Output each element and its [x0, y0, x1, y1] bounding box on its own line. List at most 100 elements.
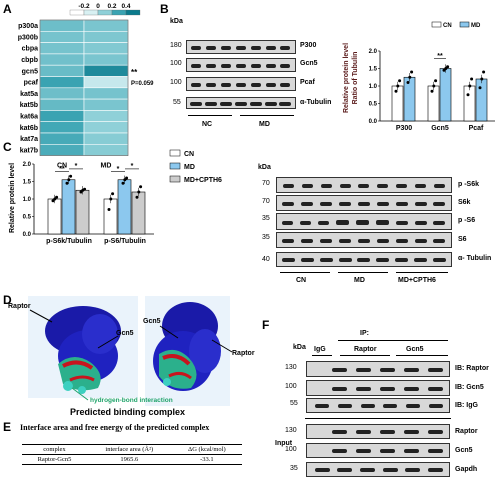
blot-f-kda: kDa	[293, 344, 306, 351]
blot-f-input-raptor	[306, 424, 450, 439]
structure-caption: Predicted binding complex	[70, 407, 186, 417]
table-e-header-1: complex	[43, 446, 66, 453]
y-tick-label: 1.5	[23, 180, 32, 186]
table-e-cell-1: Raptor-Gcn5	[37, 456, 72, 463]
bar	[439, 68, 452, 122]
data-point	[69, 174, 73, 178]
blot-c-target-1: p -S6k	[458, 181, 480, 188]
chart-b-ylabel: Relative protein level	[343, 43, 350, 113]
heatmap-cell	[83, 42, 129, 55]
heatmap-cell	[83, 110, 129, 123]
blot-f-target-1: IB: Raptor	[455, 365, 489, 372]
blot-f-target-4: Raptor	[455, 428, 478, 435]
blot-b-pcaf	[186, 77, 296, 91]
data-point	[480, 77, 484, 81]
heatmap-col-label: MD	[101, 163, 112, 170]
bar	[475, 78, 488, 122]
legend-swatch	[169, 149, 181, 157]
heatmap-scale-swatch	[111, 9, 127, 16]
heatmap-cell	[39, 87, 85, 100]
protein-complex-right-icon	[153, 302, 221, 391]
blot-f-lane-line-2	[340, 355, 390, 356]
data-point	[398, 79, 402, 83]
sig-annot: *	[131, 163, 134, 170]
data-point	[394, 89, 398, 93]
blot-f-lane-line-3	[396, 355, 448, 356]
heatmap-cell	[83, 30, 129, 43]
heatmap-row-label: pcaf	[24, 80, 39, 87]
blot-b-target-4: α-Tubulin	[300, 99, 332, 106]
heatmap-cell	[83, 121, 129, 134]
heatmap-row-label: cbpb	[21, 57, 38, 64]
blot-f-marker-6: 35	[290, 465, 298, 472]
data-point	[139, 185, 143, 189]
legend-swatch	[169, 175, 181, 183]
blot-b-kda: kDa	[170, 18, 183, 25]
heatmap-col-label: CN	[57, 163, 67, 170]
structure-right	[145, 296, 230, 406]
data-point	[468, 84, 472, 88]
heatmap-row-label: kat5b	[20, 102, 38, 109]
data-point	[83, 187, 87, 191]
structure-left-gcn5: Gcn5	[116, 330, 134, 337]
blot-c-target-5: α- Tubulin	[458, 255, 492, 262]
y-tick-label: 0.0	[369, 119, 378, 125]
heatmap-cell	[39, 121, 85, 134]
blot-b-target-3: Pcaf	[300, 79, 315, 86]
blot-c-group-md: MD	[354, 277, 365, 284]
arrow-right-gcn5	[159, 325, 179, 339]
y-tick-label: 0.5	[369, 102, 378, 108]
blot-c-marker-5: 40	[262, 256, 270, 263]
blot-f-target-6: Gapdh	[455, 466, 478, 473]
bar	[75, 189, 90, 235]
blot-f-input-gapdh	[306, 462, 450, 477]
heatmap-row-label: p300a	[18, 23, 38, 30]
blot-c-target-3: p -S6	[458, 217, 476, 224]
heatmap-scale-tick: 0.4	[121, 3, 130, 10]
blot-c-group-line-1	[280, 272, 330, 273]
legend-label: MD+CPTH6	[184, 177, 222, 184]
blot-f-marker-1: 130	[285, 364, 297, 371]
blot-c-marker-1: 70	[262, 180, 270, 187]
blot-c-ps6k	[276, 177, 452, 193]
blot-c-group-cpth6: MD+CPTH6	[398, 277, 436, 284]
heatmap-row-label: p300b	[18, 34, 38, 41]
data-point	[430, 89, 434, 93]
heatmap-cell	[39, 76, 85, 89]
blot-c-marker-2: 70	[262, 198, 270, 205]
data-point	[107, 208, 111, 211]
arrow-right-raptor	[211, 339, 233, 353]
legend-label: CN	[443, 23, 452, 29]
blot-f-input-divider	[305, 418, 451, 419]
heatmap-grid: p300a p300b cbpa cbpb gcn5 pcaf kat5a kat5b kat6…	[18, 19, 154, 170]
blot-f-ib-igg	[306, 398, 450, 413]
panel-label-f: F	[262, 318, 270, 332]
data-point	[410, 70, 414, 74]
heatmap-cell	[39, 64, 85, 77]
chart-b: Relative protein level Ratio of Tubulin …	[343, 21, 495, 132]
blot-b-marker-1: 180	[170, 42, 182, 49]
data-point	[432, 84, 436, 88]
blot-f-target-3: IB: IgG	[455, 402, 478, 409]
heatmap-row-label: kat5a	[20, 91, 38, 98]
heatmap-cell	[39, 19, 85, 32]
blot-b-target-1: P300	[300, 42, 317, 49]
blot-f-lane-igg: IgG	[314, 346, 326, 353]
blot-c-marker-4: 35	[262, 234, 270, 241]
heatmap-cell	[39, 110, 85, 123]
x-tick-label: Gcn5	[431, 125, 449, 132]
bar	[403, 76, 416, 122]
blot-c-s6	[276, 232, 452, 248]
y-tick-label: 2.0	[369, 49, 378, 55]
legend-label: MD	[184, 164, 195, 171]
bar	[117, 179, 132, 235]
table-e-header-2: interface area (Å²)	[105, 446, 154, 453]
data-point	[466, 93, 470, 97]
legend-label: CN	[184, 151, 194, 158]
heatmap-frame	[39, 19, 129, 156]
blot-c-ps6	[276, 213, 452, 230]
heatmap-cell	[39, 132, 85, 145]
table-e-title: Interface area and free energy of the pr…	[20, 423, 210, 432]
blot-f-lane-line-1	[312, 355, 332, 356]
heatmap-row-label: kat6b	[20, 125, 38, 132]
